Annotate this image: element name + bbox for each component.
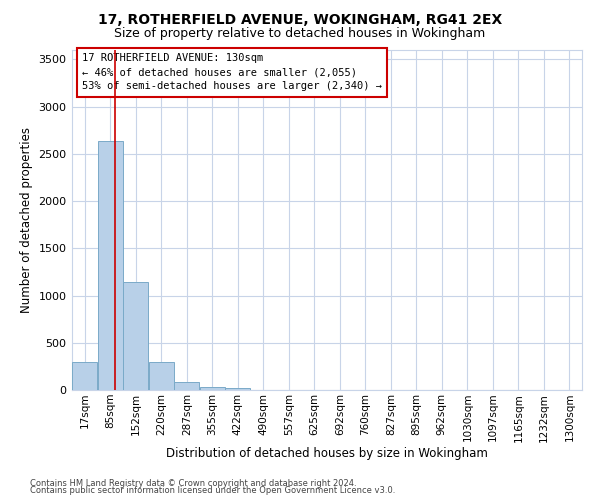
Text: Contains public sector information licensed under the Open Government Licence v3: Contains public sector information licen…: [30, 486, 395, 495]
Bar: [225, 388, 250, 390]
Bar: [98, 140, 123, 390]
Text: 17, ROTHERFIELD AVENUE, WOKINGHAM, RG41 2EX: 17, ROTHERFIELD AVENUE, WOKINGHAM, RG41 …: [98, 12, 502, 26]
Text: Contains HM Land Registry data © Crown copyright and database right 2024.: Contains HM Land Registry data © Crown c…: [30, 478, 356, 488]
Bar: [174, 382, 199, 390]
Bar: [72, 362, 97, 390]
X-axis label: Distribution of detached houses by size in Wokingham: Distribution of detached houses by size …: [166, 447, 488, 460]
Y-axis label: Number of detached properties: Number of detached properties: [20, 127, 33, 313]
Bar: [123, 282, 148, 390]
Text: 17 ROTHERFIELD AVENUE: 130sqm
← 46% of detached houses are smaller (2,055)
53% o: 17 ROTHERFIELD AVENUE: 130sqm ← 46% of d…: [82, 54, 382, 92]
Bar: [149, 362, 174, 390]
Bar: [200, 386, 225, 390]
Text: Size of property relative to detached houses in Wokingham: Size of property relative to detached ho…: [115, 28, 485, 40]
